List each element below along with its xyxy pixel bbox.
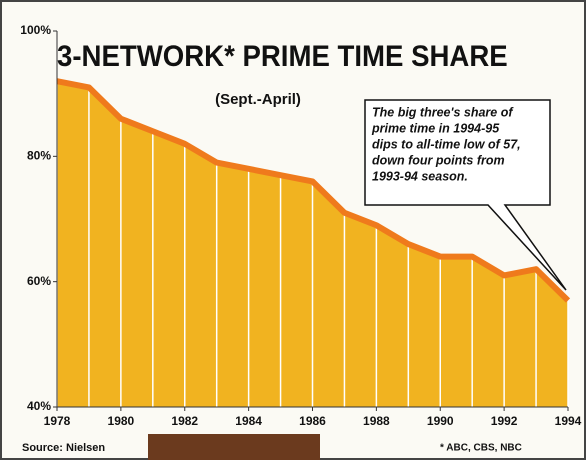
x-tick-label: 1988 (363, 414, 390, 428)
x-tick-label: 1986 (299, 414, 326, 428)
photo (148, 434, 320, 460)
x-tick-label: 1994 (555, 414, 582, 428)
source: Source: Nielsen (22, 442, 105, 454)
x-tick-label: 1982 (171, 414, 198, 428)
annotation-box (364, 99, 567, 291)
y-tick-label: 100% (20, 23, 51, 37)
line (56, 78, 571, 303)
annotation-line: dips to all-time low of 57, (372, 137, 521, 151)
y-tick-label: 80% (27, 149, 51, 163)
annotation: The big three's share of prime time in 19… (371, 105, 521, 183)
y-tick-label: 40% (27, 399, 51, 413)
chart-title: 3-NETWORK* PRIME TIME SHARE (57, 40, 508, 73)
annotation-line: The big three's share of (372, 105, 514, 119)
x-tick-label: 1980 (108, 414, 135, 428)
chart-subtitle: (Sept.-April) (215, 91, 301, 108)
x-tick-label: 1984 (235, 414, 262, 428)
annotation-line: 1993-94 season. (372, 169, 468, 183)
annotation-line: prime time in 1994-95 (371, 121, 500, 135)
footnote: * ABC, CBS, NBC (440, 443, 522, 454)
annotation-line: down four points from (372, 153, 505, 167)
x-tick-label: 1992 (491, 414, 518, 428)
plot (56, 78, 571, 407)
x-tick-label: 1990 (427, 414, 454, 428)
x-tick-label: 1978 (44, 414, 71, 428)
y-tick-label: 60% (27, 274, 51, 288)
